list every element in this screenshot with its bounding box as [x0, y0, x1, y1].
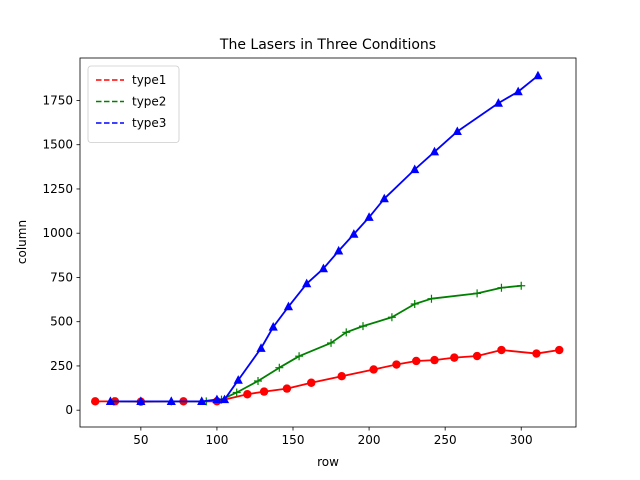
y-tick-label: 250 — [50, 359, 73, 373]
x-tick-label: 250 — [434, 433, 457, 447]
data-point-type3 — [318, 263, 329, 273]
data-point-type3 — [166, 396, 176, 405]
data-point-type2 — [497, 283, 506, 292]
data-point-type2 — [295, 352, 304, 361]
data-point-type1 — [555, 345, 564, 355]
data-point-type2 — [427, 294, 436, 303]
x-tick-label: 200 — [358, 433, 381, 447]
data-point-type2 — [254, 376, 263, 385]
axes: 50 100 150 200 250 300 0 250 500 750 1000 1250 1500 1… — [42, 57, 577, 447]
data-point-type2 — [275, 363, 284, 372]
data-point-type1 — [430, 355, 439, 365]
data-point-type2 — [473, 289, 482, 298]
data-point-type3 — [452, 126, 462, 136]
data-point-type3 — [533, 70, 543, 80]
data-point-type3 — [233, 375, 243, 384]
data-point-type3 — [493, 98, 504, 107]
data-point-type3 — [429, 146, 440, 156]
data-point-type1 — [392, 360, 401, 369]
data-point-type1 — [369, 365, 378, 374]
data-point-type3 — [105, 396, 116, 405]
y-tick-label: 1750 — [42, 93, 73, 107]
data-point-type3 — [283, 301, 294, 311]
legend-label-type2: type2 — [132, 95, 166, 109]
data-point-type1 — [497, 345, 506, 355]
axes-frame — [79, 57, 577, 428]
x-tick-label: 150 — [282, 433, 305, 447]
plot-area — [91, 70, 564, 406]
data-point-type2 — [358, 322, 367, 331]
data-point-type3 — [513, 86, 523, 96]
data-point-type3 — [349, 229, 359, 238]
data-point-type3 — [364, 212, 374, 221]
data-point-type3 — [379, 193, 389, 203]
data-point-type3 — [212, 394, 222, 404]
data-point-type1 — [412, 356, 421, 366]
chart-title: The Lasers in Three Conditions — [219, 37, 436, 53]
data-point-type2 — [387, 313, 396, 322]
legend-label-type1: type1 — [132, 73, 166, 87]
data-point-type3 — [302, 278, 312, 288]
x-axis-label: row — [317, 455, 339, 469]
data-point-type2 — [232, 388, 241, 397]
y-tick-label: 750 — [50, 270, 73, 284]
legend-label-type3: type3 — [132, 116, 166, 130]
y-tick-label: 1250 — [42, 182, 73, 196]
x-tick-label: 100 — [205, 433, 228, 447]
data-point-type2 — [342, 328, 351, 337]
y-tick-label: 1000 — [42, 226, 73, 240]
data-point-type1 — [243, 390, 252, 399]
data-point-type3 — [256, 343, 266, 352]
data-point-type1 — [337, 372, 346, 381]
series-line-type3 — [110, 74, 539, 403]
data-point-type2 — [327, 338, 336, 347]
data-point-type1 — [307, 378, 316, 387]
data-point-type1 — [282, 384, 292, 393]
data-point-type3 — [219, 394, 230, 404]
data-point-type3 — [197, 396, 207, 405]
legend: type1 type2 type3 — [87, 65, 180, 143]
y-tick-label: 500 — [50, 315, 73, 329]
legend-box — [87, 65, 180, 143]
data-point-type1 — [91, 397, 100, 406]
data-point-type3 — [334, 245, 344, 255]
x-tick-label: 300 — [510, 433, 533, 447]
data-point-type1 — [532, 349, 541, 358]
data-point-type3 — [410, 164, 420, 174]
data-point-type1 — [259, 387, 269, 396]
data-point-type2 — [410, 300, 419, 308]
y-tick-label: 1500 — [42, 138, 73, 152]
data-point-type1 — [450, 353, 459, 362]
data-point-type3 — [136, 396, 146, 405]
y-axis-label: column — [15, 220, 29, 264]
data-point-type3 — [268, 322, 278, 331]
y-tick-label: 0 — [65, 403, 73, 417]
x-tick-label: 50 — [133, 433, 148, 447]
data-point-type1 — [472, 351, 482, 361]
data-point-type2 — [517, 281, 526, 290]
